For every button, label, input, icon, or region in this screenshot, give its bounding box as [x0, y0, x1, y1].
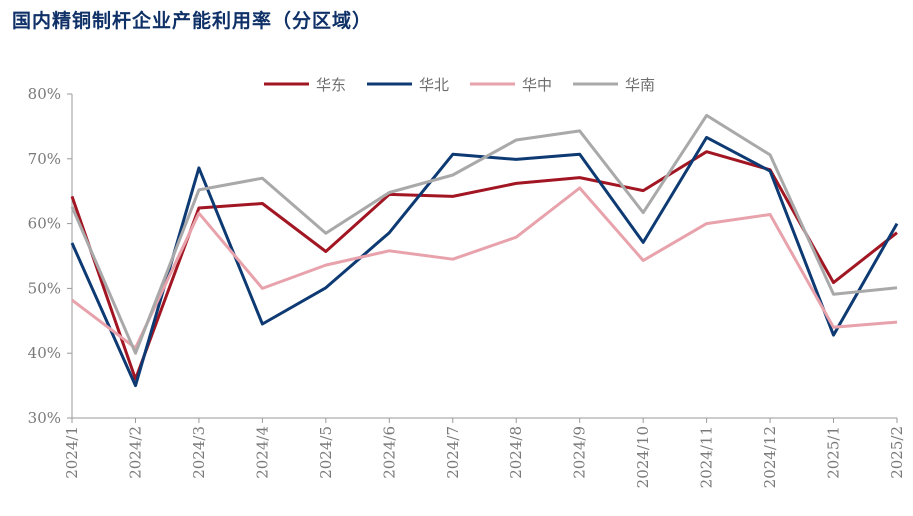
x-tick-label: 2024/5: [317, 426, 335, 479]
y-tick-labels: 30% 40% 50% 60% 70% 80%: [28, 85, 61, 427]
x-tick-label: 2024/8: [507, 426, 525, 479]
y-tick-label: 70%: [28, 150, 61, 168]
axes: [67, 93, 898, 423]
x-tick-label: 2024/2: [126, 426, 144, 479]
legend-label: 华中: [522, 76, 552, 94]
series-line-华东: [70, 150, 898, 381]
y-tick-label: 50%: [28, 279, 61, 297]
y-tick-label: 80%: [28, 85, 61, 103]
y-tick-label: 40%: [28, 344, 61, 362]
x-tick-label: 2024/4: [253, 426, 271, 479]
legend-label: 华南: [625, 76, 655, 94]
series-line-华中: [71, 186, 898, 350]
series-lines: [70, 113, 899, 388]
x-tick-label: 2025/1: [825, 426, 843, 479]
x-tick-label: 2024/11: [698, 426, 716, 488]
y-tick-label: 30%: [28, 409, 61, 427]
x-tick-label: 2024/3: [190, 426, 208, 479]
y-tick-label: 60%: [28, 215, 61, 233]
chart-title: 国内精铜制杆企业产能利用率（分区域）: [12, 10, 373, 32]
legend-label: 华东: [316, 76, 346, 94]
x-tick-label: 2024/1: [63, 426, 81, 479]
x-tick-label: 2024/6: [380, 426, 398, 479]
x-tick-label: 2024/12: [761, 426, 779, 488]
series-line-华南: [70, 113, 898, 355]
legend-label: 华北: [419, 76, 449, 94]
x-tick-label: 2024/7: [444, 426, 462, 479]
x-tick-label: 2025/2: [888, 426, 906, 479]
legend: 华东 华北 华中 华南: [264, 76, 655, 94]
x-tick-label: 2024/10: [634, 426, 652, 488]
x-tick-label: 2024/9: [571, 426, 589, 479]
x-tick-labels: 2024/1 2024/2 2024/3 2024/4 2024/5 2024/6 2024…: [63, 426, 906, 488]
